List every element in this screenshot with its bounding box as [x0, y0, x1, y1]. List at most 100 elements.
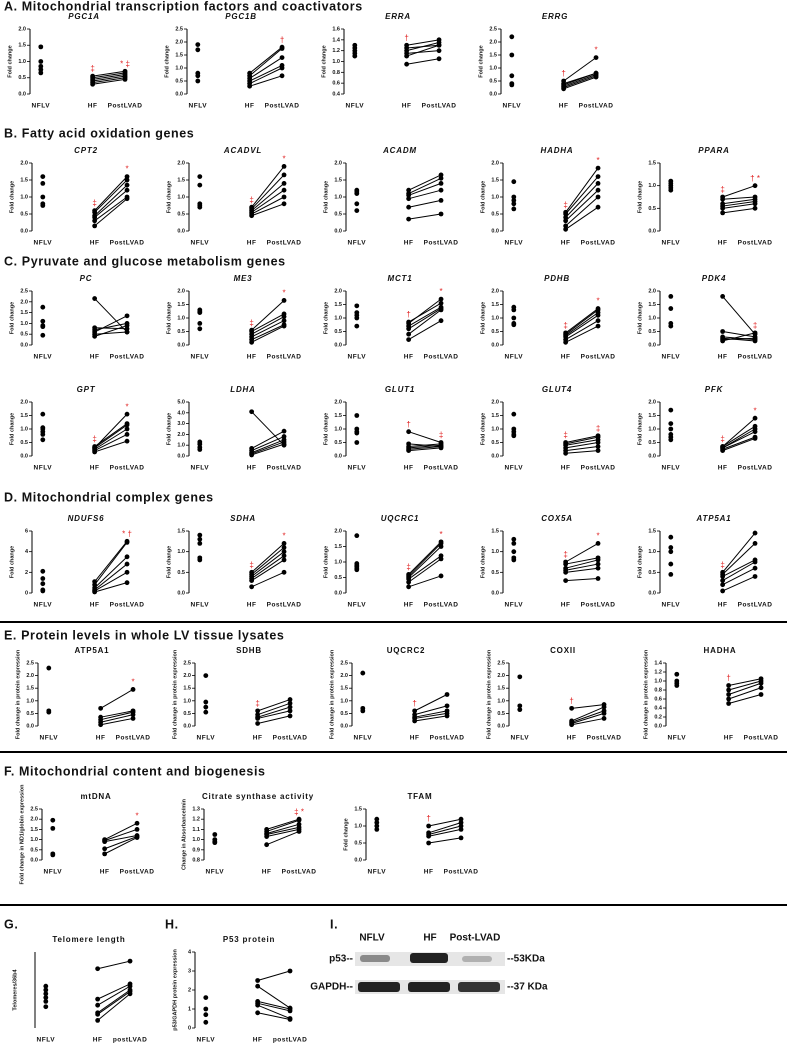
data-point: [511, 433, 517, 439]
significance-mark: ‡: [563, 431, 567, 440]
data-point: [758, 685, 764, 691]
y-tick-label: 1.0: [20, 194, 28, 200]
y-axis-label: Fold change: [9, 302, 15, 334]
y-axis-label: Fold change: [637, 413, 643, 445]
y-tick-label: 0.0: [20, 342, 28, 348]
pair-line: [408, 298, 442, 324]
data-point: [595, 565, 601, 571]
y-tick-label: 0.5: [30, 847, 38, 853]
y-tick-label: 2: [25, 570, 28, 576]
y-tick-label: 1.0: [491, 194, 499, 200]
x-tick-label: NFLV: [37, 1037, 56, 1044]
y-tick-label: 1.0: [20, 426, 28, 432]
pair-line: [728, 682, 762, 695]
y-tick-label: 2.0: [491, 399, 499, 405]
data-point: [281, 549, 287, 555]
section-heading: B. Fatty acid oxidation genes: [4, 126, 194, 140]
data-point: [130, 687, 136, 692]
data-point: [668, 437, 674, 443]
x-tick-label: postLVAD: [273, 1037, 307, 1044]
pair-line: [104, 835, 138, 843]
x-tick-label: NFLV: [348, 240, 367, 247]
section-heading: E. Protein levels in whole LV tissue lys…: [4, 628, 284, 642]
y-tick-label: 1.5: [648, 528, 656, 534]
pair-line: [722, 567, 756, 586]
data-point: [281, 187, 287, 193]
y-tick-label: 0.5: [648, 206, 656, 212]
chart-title: PC: [80, 274, 93, 283]
data-point: [102, 851, 108, 857]
pair-line: [408, 306, 442, 327]
data-point: [595, 194, 601, 200]
y-axis-label: Fold change: [323, 413, 329, 445]
data-point: [124, 580, 130, 586]
data-point: [438, 318, 444, 324]
y-tick-label: 0.5: [491, 211, 499, 217]
x-tick-label: NFLV: [348, 354, 367, 361]
pair-line: [563, 75, 597, 88]
y-tick-label: 1.0: [26, 698, 34, 704]
x-tick-label: NFLV: [505, 465, 524, 472]
y-tick-label: 0.9: [192, 847, 200, 853]
y-tick-label: 2.0: [334, 288, 342, 294]
data-point: [436, 37, 442, 43]
pair-line: [406, 50, 440, 54]
x-tick-label: PostLVAD: [579, 103, 614, 110]
data-point: [752, 574, 758, 579]
pair-line: [408, 177, 442, 195]
x-tick-label: HF: [718, 465, 728, 472]
blot-row-label: GAPDH--: [310, 982, 353, 993]
y-tick-label: 1.5: [340, 686, 348, 692]
pair-line: [251, 430, 285, 449]
data-point: [40, 568, 46, 574]
data-point: [203, 699, 209, 705]
pair-line: [97, 993, 131, 1021]
significance-mark: *: [753, 406, 756, 415]
data-point: [752, 183, 758, 189]
y-tick-label: 0.8: [654, 687, 662, 693]
data-point: [668, 426, 674, 432]
pair-line: [251, 313, 285, 332]
data-point: [752, 194, 758, 200]
x-tick-label: HF: [718, 602, 728, 609]
data-point: [436, 42, 442, 48]
y-tick-label: 2.0: [340, 673, 348, 679]
pair-line: [251, 316, 285, 335]
data-point: [354, 323, 360, 329]
data-point: [203, 1012, 209, 1018]
y-tick-label: 0.5: [20, 211, 28, 217]
data-point: [438, 573, 444, 579]
pair-line: [266, 830, 300, 846]
data-point: [406, 196, 412, 202]
data-point: [281, 164, 287, 169]
x-tick-label: PostLVAD: [110, 354, 145, 361]
chart-title: NDUFS6: [68, 514, 105, 523]
pair-line: [408, 443, 442, 448]
section-heading: C. Pyruvate and glucose metabolism genes: [4, 254, 286, 268]
pair-line: [408, 174, 442, 191]
y-tick-label: 0.0: [648, 453, 656, 459]
pair-line: [722, 425, 756, 447]
data-point: [92, 445, 98, 451]
pair-line: [563, 76, 597, 90]
data-point: [130, 716, 136, 721]
data-point: [360, 670, 366, 676]
data-point: [279, 73, 285, 79]
pair-line: [94, 556, 128, 589]
data-point: [668, 306, 674, 311]
x-tick-label: NFLV: [34, 354, 53, 361]
data-point: [720, 294, 726, 299]
y-tick-label: 1.0: [175, 65, 183, 71]
data-point: [438, 553, 444, 559]
data-point: [406, 584, 412, 590]
data-point: [134, 820, 140, 826]
data-point: [354, 413, 360, 418]
data-point: [264, 827, 270, 832]
data-point: [40, 194, 46, 200]
x-tick-label: PostLVAD: [430, 735, 465, 742]
pair-line: [408, 213, 442, 220]
data-point: [438, 198, 444, 203]
data-point: [195, 73, 201, 79]
data-point: [43, 983, 49, 989]
chart-title: HADHA: [541, 146, 574, 155]
